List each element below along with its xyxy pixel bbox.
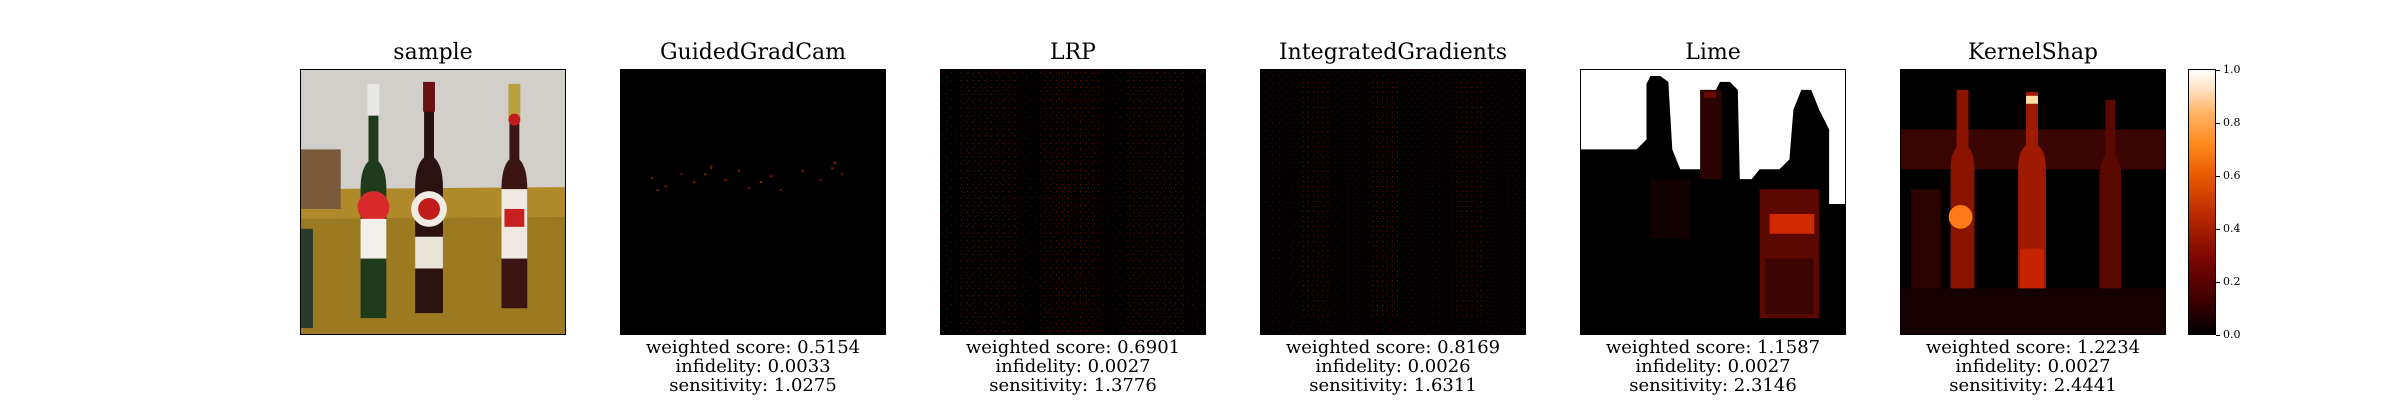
colorbar-tick: 0.8 — [2216, 116, 2266, 130]
panel-title: GuidedGradCam — [659, 40, 847, 65]
infidelity: infidelity: 0.0027 — [995, 356, 1151, 377]
panel-title: Lime — [1685, 40, 1741, 65]
weighted-score: weighted score: 0.8169 — [1285, 337, 1501, 358]
attribution-map — [620, 69, 886, 335]
sensitivity: sensitivity: 2.3146 — [1629, 375, 1797, 396]
weighted-score: weighted score: 0.6901 — [965, 337, 1181, 358]
panel-title: IntegratedGradients — [1278, 40, 1508, 65]
panel-title: LRP — [1050, 40, 1096, 65]
colorbar-gradient — [2188, 69, 2216, 335]
attribution-map — [1900, 69, 2166, 335]
sample-photo-svg — [301, 70, 565, 334]
colorbar: 0.0 0.2 0.4 0.6 0.8 1.0 — [2188, 63, 2268, 341]
sensitivity: sensitivity: 2.4441 — [1949, 375, 2117, 396]
sensitivity: sensitivity: 1.0275 — [669, 375, 837, 396]
heatmap-svg — [1261, 70, 1525, 334]
sample-image — [300, 69, 566, 335]
colorbar-tick: 1.0 — [2216, 63, 2266, 77]
heatmap-svg — [1581, 70, 1845, 334]
heatmap-svg — [1901, 70, 2165, 334]
weighted-score: weighted score: 0.5154 — [645, 337, 861, 358]
sensitivity: sensitivity: 1.6311 — [1309, 375, 1477, 396]
heatmap-svg — [941, 70, 1205, 334]
infidelity: infidelity: 0.0026 — [1315, 356, 1471, 377]
colorbar-tick: 0.0 — [2216, 328, 2266, 342]
metrics-block: weighted score: 1.2234 infidelity: 0.002… — [1860, 338, 2206, 395]
infidelity: infidelity: 0.0027 — [1635, 356, 1791, 377]
attribution-map — [1260, 69, 1526, 335]
sensitivity: sensitivity: 1.3776 — [989, 375, 1157, 396]
colorbar-tick: 0.2 — [2216, 275, 2266, 289]
weighted-score: weighted score: 1.2234 — [1925, 337, 2141, 358]
attribution-map — [1580, 69, 1846, 335]
heatmap-svg — [621, 70, 885, 334]
weighted-score: weighted score: 1.1587 — [1605, 337, 1821, 358]
attribution-map — [940, 69, 1206, 335]
panel-title: KernelShap — [1967, 40, 2099, 65]
infidelity: infidelity: 0.0033 — [675, 356, 831, 377]
colorbar-tick: 0.4 — [2216, 222, 2266, 236]
panel-title: sample — [393, 40, 473, 65]
metrics-block: weighted score: 0.5154 infidelity: 0.003… — [580, 338, 926, 395]
metrics-block: weighted score: 1.1587 infidelity: 0.002… — [1540, 338, 1886, 395]
metrics-block: weighted score: 0.8169 infidelity: 0.002… — [1220, 338, 1566, 395]
colorbar-tick: 0.6 — [2216, 169, 2266, 183]
metrics-block: weighted score: 0.6901 infidelity: 0.002… — [900, 338, 1246, 395]
infidelity: infidelity: 0.0027 — [1955, 356, 2111, 377]
